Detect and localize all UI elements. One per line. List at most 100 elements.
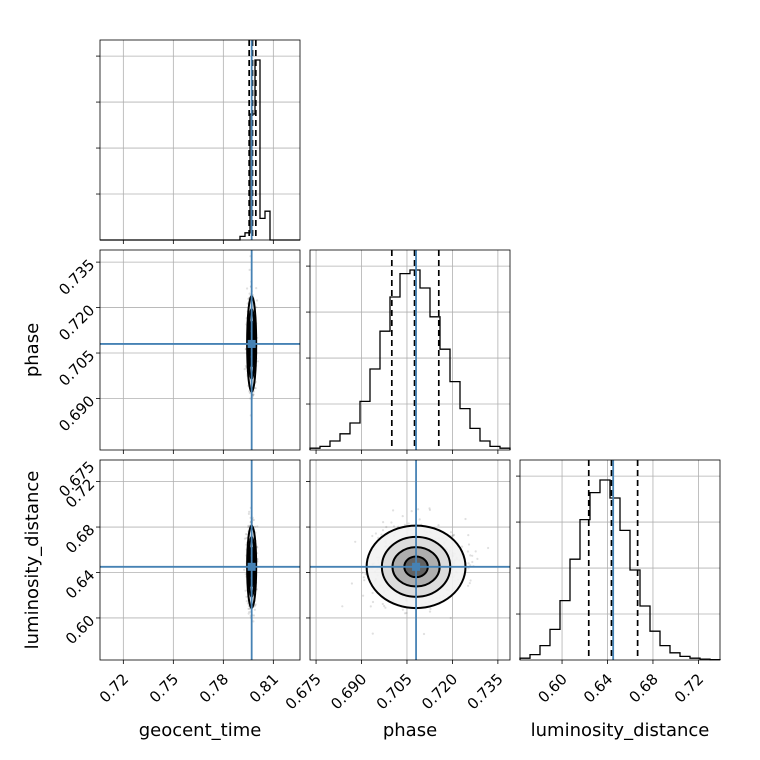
sample-point	[371, 600, 375, 604]
sample-point	[392, 525, 396, 528]
xtick-label-phase-2: 0.705	[373, 670, 416, 713]
sample-point	[252, 620, 255, 623]
sample-point	[256, 299, 259, 302]
sample-point	[256, 525, 259, 528]
sample-point	[253, 525, 257, 528]
panel-frame-geocent-time-vs-luminosity-distance	[99, 459, 301, 661]
panel-frames-layer	[96, 39, 721, 664]
sample-point	[252, 518, 255, 522]
sample-point	[403, 612, 407, 615]
sample-point	[248, 391, 251, 395]
sample-point	[461, 545, 464, 548]
histogram-luminosity-distance	[519, 479, 721, 661]
sample-point	[350, 582, 353, 585]
histogram-phase	[309, 269, 511, 450]
ytick-label-phase-0: 0.690	[55, 392, 98, 435]
sample-point	[247, 607, 250, 611]
sample-point	[364, 572, 367, 576]
sample-point	[385, 525, 388, 529]
sample-point	[248, 292, 251, 295]
sample-point	[363, 579, 366, 582]
sample-point	[449, 531, 453, 534]
sample-point	[243, 537, 247, 540]
sample-point	[371, 534, 374, 538]
sample-point	[246, 602, 249, 605]
truth-marker-geocent-time-vs-phase	[247, 339, 256, 348]
xlabel-phase: phase	[383, 720, 437, 741]
xtick-label-geocent-time-0: 0.72	[96, 670, 132, 706]
xtick-label-geocent-time-2: 0.78	[196, 670, 232, 706]
xtick-label-phase-3: 0.720	[418, 670, 461, 713]
sample-point	[247, 512, 250, 516]
sample-point	[474, 550, 477, 553]
sample-point	[467, 584, 470, 587]
sample-point	[374, 532, 377, 535]
xtick-label-phase-4: 0.735	[464, 670, 507, 713]
sample-point	[429, 607, 432, 611]
sample-point	[244, 533, 248, 536]
sample-point	[245, 537, 248, 540]
sample-point	[253, 608, 256, 611]
ytick-label-luminosity-distance-2: 0.68	[62, 521, 98, 557]
xtick-label-phase-0: 0.675	[282, 670, 325, 713]
contours-phase-vs-luminosity-distance	[365, 524, 467, 610]
sample-point	[405, 611, 408, 615]
sample-point	[392, 509, 395, 512]
sample-point	[471, 560, 474, 564]
sample-point	[401, 515, 404, 518]
sample-point	[428, 508, 431, 511]
sample-point	[466, 550, 469, 553]
sample-point	[467, 562, 470, 565]
ytick-label-phase-1: 0.705	[55, 347, 98, 390]
xtick-label-luminosity-distance-1: 0.64	[580, 670, 616, 706]
sample-point	[246, 287, 249, 290]
sample-point	[487, 546, 490, 550]
sample-point	[247, 612, 250, 615]
sample-point	[449, 616, 452, 620]
panel-frame-luminosity-distance-hist	[519, 459, 721, 661]
sample-point	[452, 534, 455, 537]
sample-point	[403, 523, 406, 526]
sample-point	[410, 510, 413, 513]
ytick-label-phase-2: 0.720	[55, 301, 98, 344]
sample-point	[471, 554, 474, 557]
xtick-label-luminosity-distance-0: 0.60	[535, 670, 571, 706]
sample-point	[252, 614, 256, 617]
sample-point	[243, 368, 246, 371]
sample-point	[407, 522, 410, 525]
sample-point	[371, 591, 374, 595]
sample-point	[451, 534, 454, 538]
panel-frame-geocent-time-vs-phase	[99, 249, 301, 451]
sample-point	[467, 534, 470, 537]
sample-point	[467, 567, 470, 570]
sample-point	[380, 533, 383, 536]
sample-point	[256, 546, 259, 549]
xtick-label-geocent-time-3: 0.81	[246, 670, 282, 706]
sample-point	[452, 533, 456, 536]
sample-point	[244, 589, 247, 592]
histogram-geocent-time	[100, 59, 300, 241]
panel-frame-geocent-time-hist	[99, 39, 301, 241]
sample-point	[245, 595, 248, 598]
sample-point	[341, 605, 344, 608]
sample-point	[354, 540, 357, 543]
sample-point	[243, 568, 246, 571]
sample-point	[252, 393, 255, 396]
sample-point	[248, 268, 251, 271]
sample-point	[469, 554, 472, 557]
panel-frame-phase-hist	[309, 249, 511, 451]
xtick-label-luminosity-distance-3: 0.72	[671, 670, 707, 706]
quantile-and-truth-lines-layer	[100, 40, 639, 660]
sample-point	[371, 632, 374, 635]
sample-point	[437, 524, 440, 527]
xlabel-luminosity-distance: luminosity_distance	[531, 720, 710, 741]
sample-point	[469, 579, 472, 582]
sample-point	[369, 605, 372, 608]
sample-point	[361, 571, 364, 574]
sample-point	[401, 608, 404, 611]
sample-point	[422, 632, 426, 636]
sample-point	[428, 507, 431, 510]
sample-point	[381, 529, 385, 532]
ylabel-luminosity-distance: luminosity_distance	[22, 471, 43, 650]
